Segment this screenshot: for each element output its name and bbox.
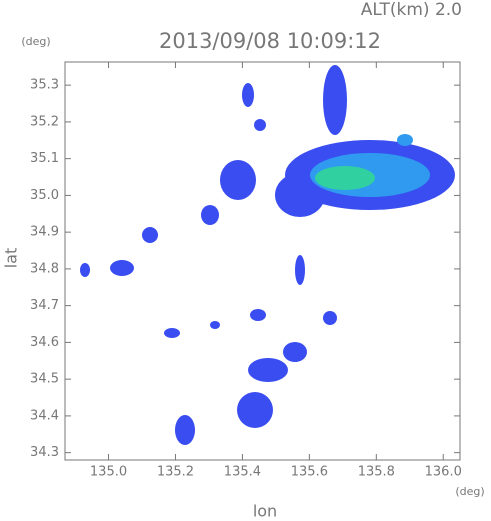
- x-tick-label: 135.6: [291, 465, 328, 480]
- chart-subtitle: ALT(km) 2.0: [361, 0, 462, 20]
- y-tick-label: 35.2: [30, 114, 59, 129]
- x-tick-label: 135.4: [224, 465, 261, 480]
- y-tick-label: 34.8: [30, 261, 59, 276]
- x-unit: (deg): [455, 485, 484, 498]
- x-axis-label: lon: [253, 502, 277, 521]
- y-axis-label: lat: [2, 248, 21, 269]
- x-tick-label: 136.0: [425, 465, 462, 480]
- x-tick-label: 135.2: [157, 465, 194, 480]
- plot-frame: [64, 61, 461, 461]
- y-tick-label: 34.6: [30, 335, 59, 350]
- y-tick-label: 34.3: [30, 445, 59, 460]
- x-tick-label: 135.8: [358, 465, 395, 480]
- y-tick-label: 34.9: [30, 225, 59, 240]
- y-tick-label: 34.7: [30, 298, 59, 313]
- y-tick-label: 34.5: [30, 372, 59, 387]
- y-unit: (deg): [21, 35, 50, 48]
- y-tick-label: 35.0: [30, 188, 59, 203]
- y-tick-label: 35.3: [30, 78, 59, 93]
- chart-title: 2013/09/08 10:09:12: [159, 29, 381, 53]
- y-tick-label: 35.1: [30, 151, 59, 166]
- radar-echoes: [80, 65, 455, 445]
- y-tick-label: 34.4: [30, 408, 59, 423]
- x-tick-label: 135.0: [90, 465, 127, 480]
